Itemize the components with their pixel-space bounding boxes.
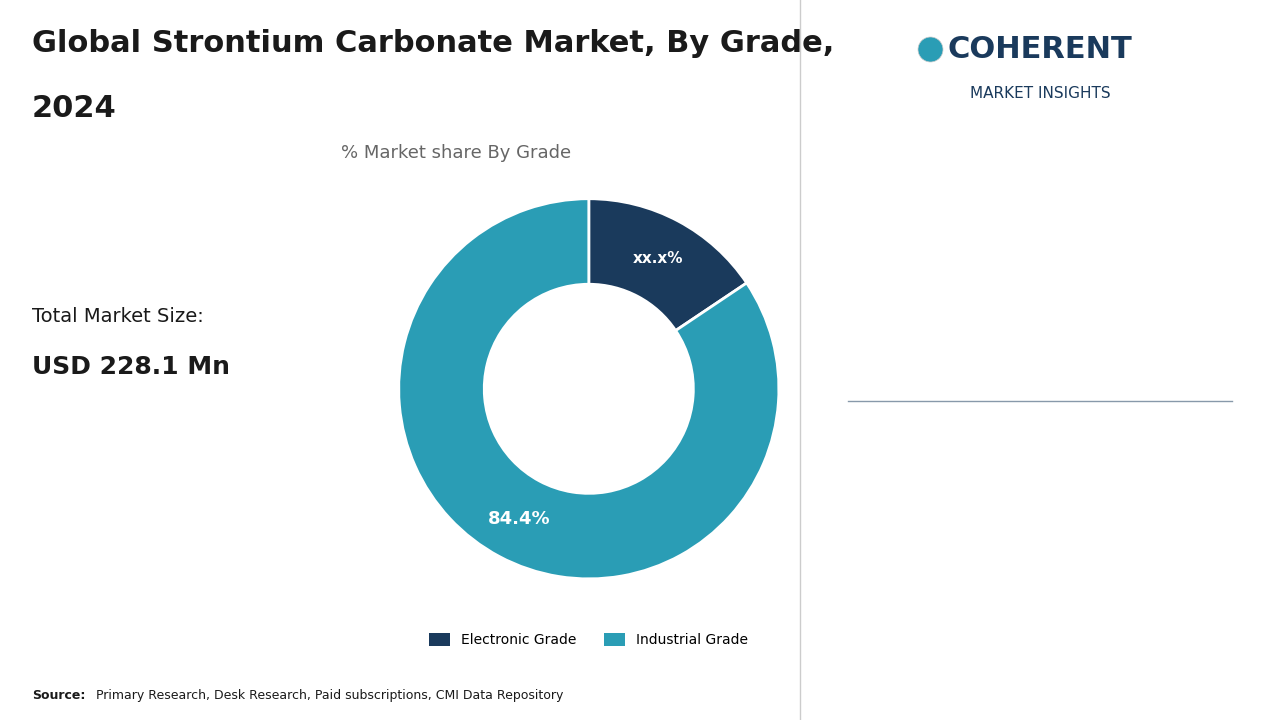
Text: 2024: 2024 — [32, 94, 116, 122]
Text: Primary Research, Desk Research, Paid subscriptions, CMI Data Repository: Primary Research, Desk Research, Paid su… — [92, 689, 563, 702]
Text: COHERENT: COHERENT — [947, 35, 1133, 64]
Text: 84.4%: 84.4% — [488, 510, 550, 528]
Text: % Market share By Grade: % Market share By Grade — [340, 144, 571, 162]
Text: Grade -: Grade - — [1102, 248, 1165, 263]
Text: Global
Strontium
Carbonate
Market: Global Strontium Carbonate Market — [849, 425, 1023, 596]
Text: Total Market Size:: Total Market Size: — [32, 307, 204, 326]
Text: xx.x%: xx.x% — [632, 251, 684, 266]
Text: USD 228.1 Mn: USD 228.1 Mn — [32, 355, 230, 379]
Text: Source:: Source: — [32, 689, 86, 702]
Wedge shape — [589, 199, 746, 330]
Legend: Electronic Grade, Industrial Grade: Electronic Grade, Industrial Grade — [424, 628, 754, 653]
Text: Global Strontium Carbonate Market, By Grade,: Global Strontium Carbonate Market, By Gr… — [32, 29, 835, 58]
Text: 84.4%: 84.4% — [849, 153, 1030, 205]
Text: Revenue Share, 2024: Revenue Share, 2024 — [849, 342, 1012, 357]
Text: Industrial Grade: Industrial Grade — [849, 248, 987, 263]
Text: MARKET INSIGHTS: MARKET INSIGHTS — [970, 86, 1110, 101]
Text: Estimated Market: Estimated Market — [849, 295, 983, 310]
Wedge shape — [399, 199, 778, 579]
